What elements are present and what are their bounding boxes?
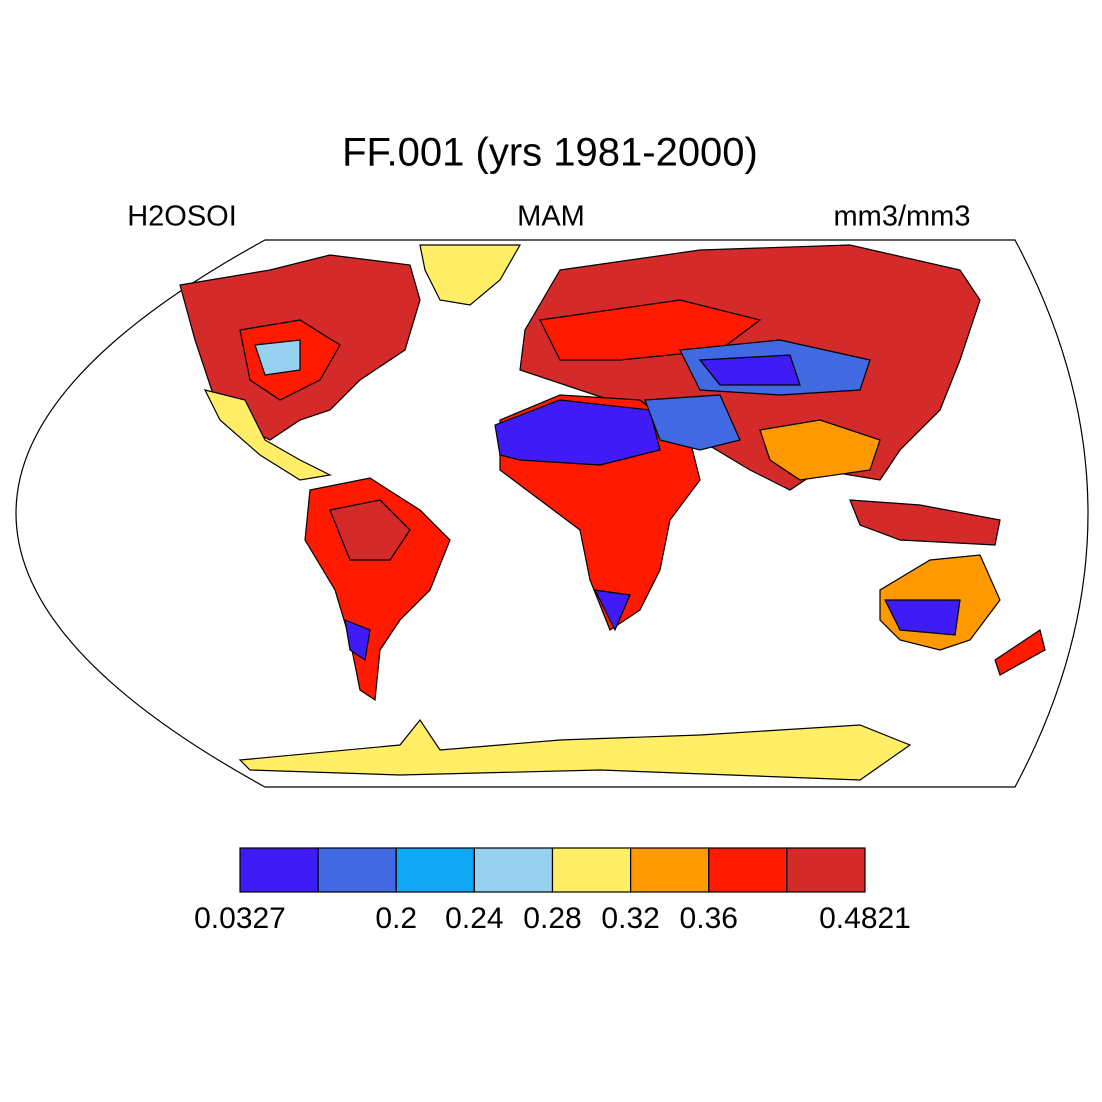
land	[884, 599, 961, 636]
colorbar-box	[473, 847, 554, 893]
colorbar-label: 0.28	[523, 902, 581, 935]
variable-label: H2OSOI	[127, 201, 237, 233]
colorbar-label: 0.36	[680, 902, 738, 935]
title: FF.001 (yrs 1981-2000)	[342, 131, 758, 175]
map	[15, 239, 1089, 788]
colorbar-box	[395, 847, 475, 893]
colorbar-label: 0.0327	[194, 902, 286, 935]
land	[344, 619, 371, 662]
land	[203, 389, 332, 481]
land	[494, 399, 661, 466]
land	[238, 718, 912, 781]
land	[254, 339, 301, 376]
colorbar-label: 0.2	[375, 902, 417, 935]
season-label: MAM	[517, 201, 585, 233]
land	[329, 499, 411, 561]
colorbar-label: 0.32	[601, 902, 659, 935]
colorbar-label: 0.4821	[819, 902, 911, 935]
land	[644, 394, 741, 451]
land	[994, 629, 1046, 676]
land	[849, 499, 1001, 546]
colorbar-box	[786, 847, 866, 893]
colorbar: 0.0327 0.2 0.24 0.28 0.32 0.36 0.4821	[194, 847, 911, 935]
colorbar-box	[630, 847, 710, 893]
units-label: mm3/mm3	[834, 201, 971, 233]
colorbar-label: 0.24	[445, 902, 503, 935]
colorbar-box	[708, 847, 788, 893]
colorbar-box	[317, 847, 397, 893]
land	[698, 354, 801, 386]
land	[759, 419, 881, 481]
land	[419, 244, 522, 306]
colorbar-box	[239, 847, 319, 893]
colorbar-box	[551, 847, 632, 893]
land	[593, 589, 631, 632]
